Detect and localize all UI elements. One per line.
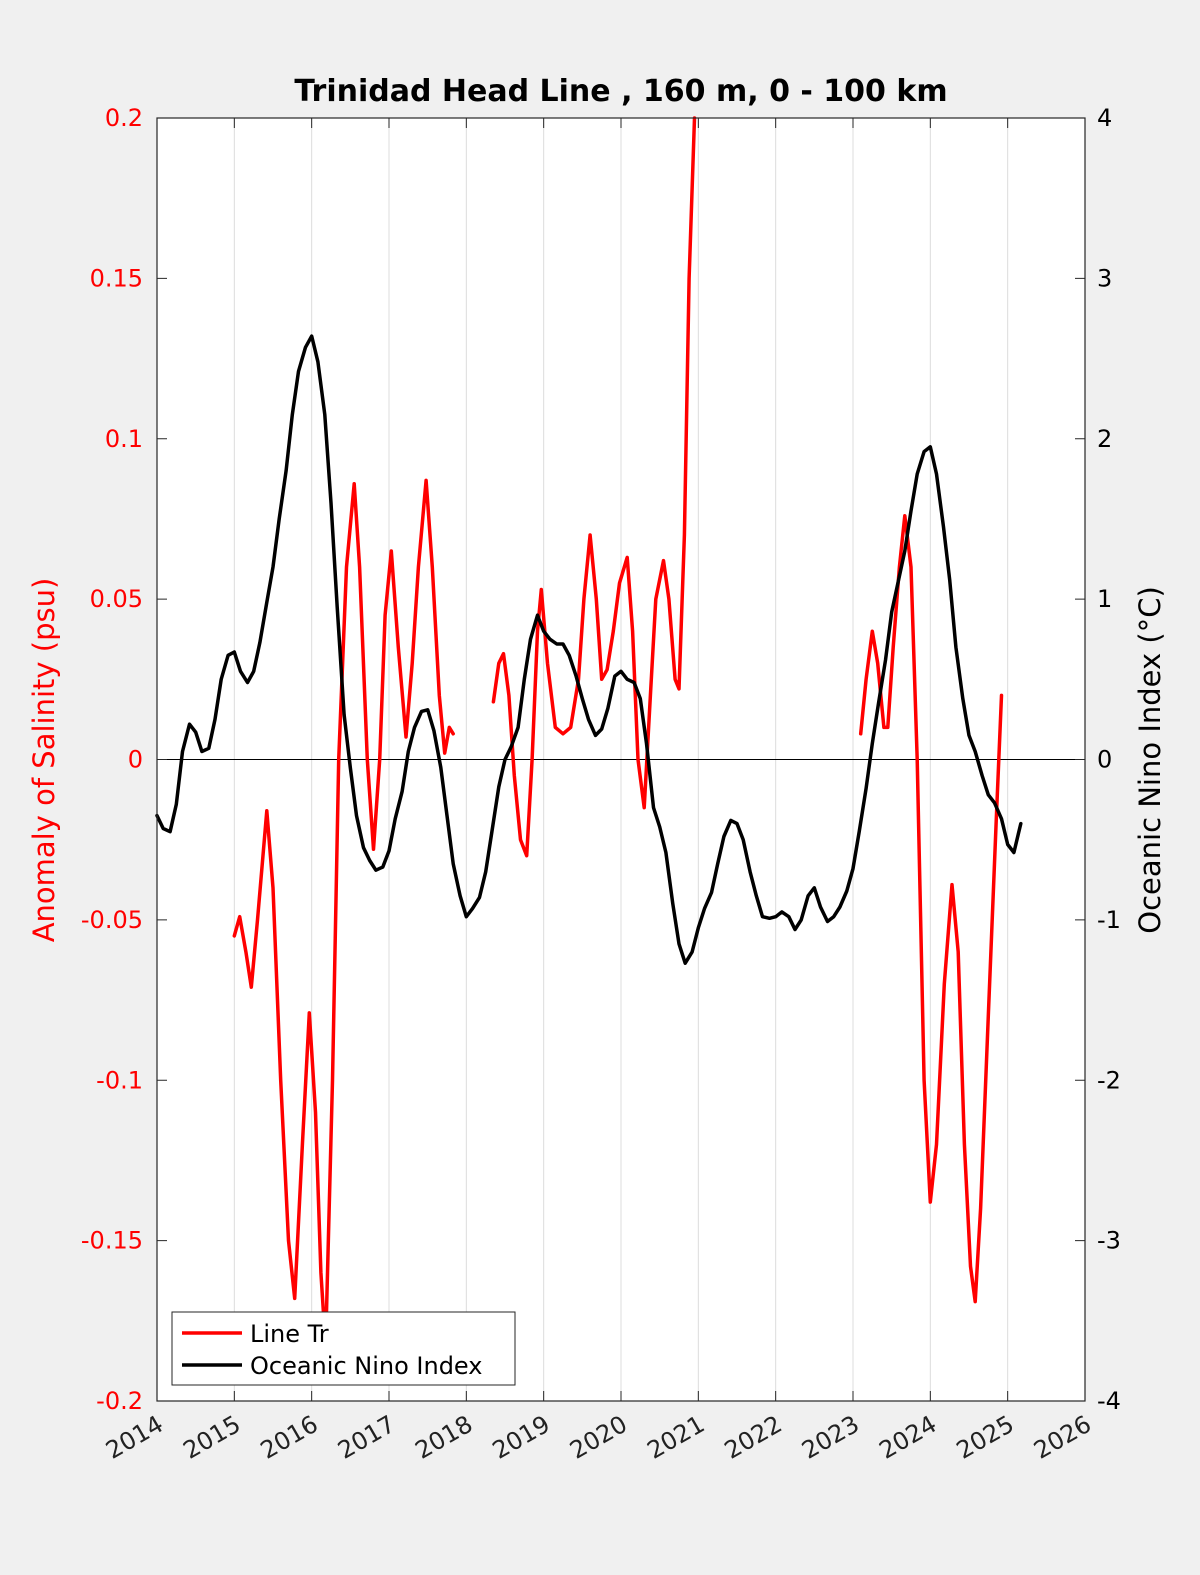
y-left-tick-label-0.15: 0.15 [90,264,143,292]
y-right-tick-label--1: -1 [1097,906,1121,934]
oni-line-segment-0 [155,334,1023,965]
y-right-tick-label-4: 4 [1097,104,1112,132]
salinity-line-segment-0 [232,478,455,1349]
y-right-tick-label--4: -4 [1097,1387,1121,1415]
legend-label-salinity: Line Tr [250,1320,329,1348]
y-right-tick-label-3: 3 [1097,264,1112,292]
y-left-tick-label--0.1: -0.1 [96,1066,143,1094]
y-axis-right-label: Oceanic Nino Index (°C) [1133,586,1167,934]
y-right-tick-label-1: 1 [1097,585,1112,613]
salinity-line-segment-2 [858,513,1004,1304]
y-right-tick-label--3: -3 [1097,1227,1121,1255]
y-left-tick-label--0.05: -0.05 [81,906,143,934]
legend-box [171,1311,516,1386]
y-right-tick-label-2: 2 [1097,425,1112,453]
y-axis-left-label: Anomaly of Salinity (psu) [27,578,61,943]
legend-label-oni: Oceanic Nino Index [250,1352,482,1380]
y-left-tick-label-0.2: 0.2 [105,104,143,132]
legend: Line Tr Oceanic Nino Index [171,1311,516,1386]
y-right-tick-label--2: -2 [1097,1066,1121,1094]
y-left-tick-label--0.15: -0.15 [81,1227,143,1255]
y-left-tick-label-0: 0 [128,746,143,774]
y-left-tick-label--0.2: -0.2 [96,1387,143,1415]
y-right-tick-label-0: 0 [1097,746,1112,774]
chart-title: Trinidad Head Line , 160 m, 0 - 100 km [294,74,947,109]
salinity-line-segment-1 [491,116,697,858]
series-group [155,116,1023,1349]
y-left-tick-label-0.05: 0.05 [90,585,143,613]
y-left-tick-label-0.1: 0.1 [105,425,143,453]
